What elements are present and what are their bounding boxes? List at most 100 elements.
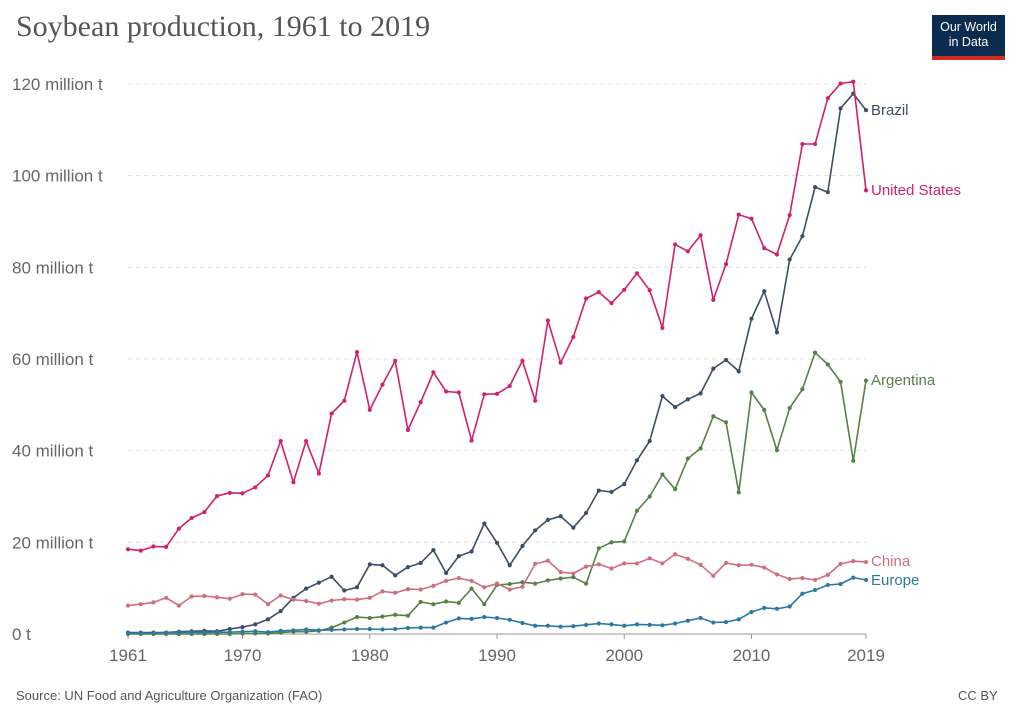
data-point[interactable] [698, 615, 703, 621]
data-point[interactable] [189, 515, 194, 521]
data-point[interactable] [673, 621, 678, 626]
data-point[interactable] [240, 629, 245, 634]
data-point[interactable] [253, 485, 258, 490]
data-point[interactable] [558, 570, 563, 575]
data-point[interactable] [558, 624, 563, 629]
data-point[interactable] [507, 617, 512, 622]
data-point[interactable] [418, 625, 423, 630]
data-point[interactable] [227, 490, 232, 495]
data-point[interactable] [673, 242, 678, 247]
data-point[interactable] [469, 438, 474, 443]
data-point[interactable] [342, 588, 347, 593]
data-point[interactable] [393, 573, 398, 578]
data-point[interactable] [762, 289, 767, 294]
data-point[interactable] [253, 592, 258, 597]
data-point[interactable] [660, 472, 665, 477]
data-point[interactable] [405, 586, 411, 592]
data-point[interactable] [825, 190, 830, 195]
data-point[interactable] [800, 141, 805, 147]
data-point[interactable] [723, 619, 729, 625]
data-point[interactable] [711, 297, 716, 302]
data-point[interactable] [202, 630, 207, 635]
data-point[interactable] [838, 81, 843, 86]
data-point[interactable] [571, 571, 576, 576]
data-point[interactable] [151, 630, 156, 636]
data-point[interactable] [138, 602, 143, 607]
data-point[interactable] [431, 370, 436, 375]
data-point[interactable] [507, 581, 512, 587]
data-point[interactable] [813, 587, 818, 593]
data-point[interactable] [444, 578, 449, 583]
data-point[interactable] [125, 603, 131, 608]
data-point[interactable] [164, 595, 169, 600]
data-point[interactable] [482, 585, 487, 590]
data-point[interactable] [431, 583, 436, 588]
data-point[interactable] [774, 572, 780, 577]
data-point[interactable] [749, 216, 754, 221]
data-point[interactable] [431, 548, 436, 553]
data-point[interactable] [723, 262, 729, 267]
data-point[interactable] [787, 604, 792, 609]
series-china[interactable] [125, 552, 869, 608]
data-point[interactable] [164, 544, 169, 550]
data-point[interactable] [494, 540, 500, 545]
data-point[interactable] [622, 623, 627, 628]
data-point[interactable] [278, 593, 283, 598]
data-point[interactable] [354, 626, 360, 632]
data-point[interactable] [609, 540, 614, 545]
data-point[interactable] [291, 628, 296, 633]
data-point[interactable] [800, 234, 805, 239]
data-point[interactable] [227, 596, 232, 601]
data-point[interactable] [418, 587, 423, 592]
data-point[interactable] [507, 563, 512, 568]
data-point[interactable] [533, 528, 538, 533]
data-point[interactable] [545, 558, 550, 563]
series-united-states[interactable] [125, 79, 869, 553]
data-point[interactable] [291, 597, 296, 602]
data-point[interactable] [647, 556, 652, 561]
data-point[interactable] [469, 549, 474, 554]
data-point[interactable] [647, 494, 652, 499]
data-point[interactable] [749, 390, 754, 395]
data-point[interactable] [354, 614, 360, 620]
data-point[interactable] [304, 598, 309, 604]
data-point[interactable] [444, 389, 449, 394]
data-point[interactable] [596, 289, 601, 295]
data-point[interactable] [685, 618, 690, 623]
data-point[interactable] [813, 185, 818, 190]
data-point[interactable] [494, 615, 500, 621]
data-point[interactable] [774, 606, 780, 611]
license-link[interactable]: CC BY [958, 688, 998, 703]
series-europe[interactable] [125, 575, 869, 636]
data-point[interactable] [393, 590, 398, 595]
data-point[interactable] [405, 564, 411, 570]
data-point[interactable] [762, 407, 767, 412]
data-point[interactable] [533, 398, 538, 403]
data-point[interactable] [660, 325, 665, 330]
data-point[interactable] [507, 587, 512, 592]
data-point[interactable] [367, 407, 372, 412]
data-point[interactable] [316, 628, 321, 633]
data-point[interactable] [189, 630, 194, 635]
data-point[interactable] [749, 562, 754, 567]
data-point[interactable] [825, 582, 830, 588]
data-point[interactable] [380, 627, 385, 632]
data-point[interactable] [227, 630, 232, 635]
series-line[interactable] [127, 80, 867, 552]
data-point[interactable] [571, 575, 576, 580]
data-point[interactable] [405, 427, 411, 433]
data-point[interactable] [736, 369, 741, 374]
data-point[interactable] [774, 252, 780, 257]
data-point[interactable] [571, 334, 576, 340]
data-point[interactable] [634, 271, 640, 276]
data-point[interactable] [749, 609, 754, 615]
data-point[interactable] [863, 577, 869, 583]
data-point[interactable] [214, 493, 220, 499]
data-point[interactable] [596, 488, 601, 493]
data-point[interactable] [189, 594, 194, 599]
data-point[interactable] [558, 514, 563, 519]
data-point[interactable] [456, 600, 461, 605]
data-point[interactable] [736, 490, 741, 495]
data-point[interactable] [469, 578, 474, 583]
data-point[interactable] [685, 397, 690, 402]
